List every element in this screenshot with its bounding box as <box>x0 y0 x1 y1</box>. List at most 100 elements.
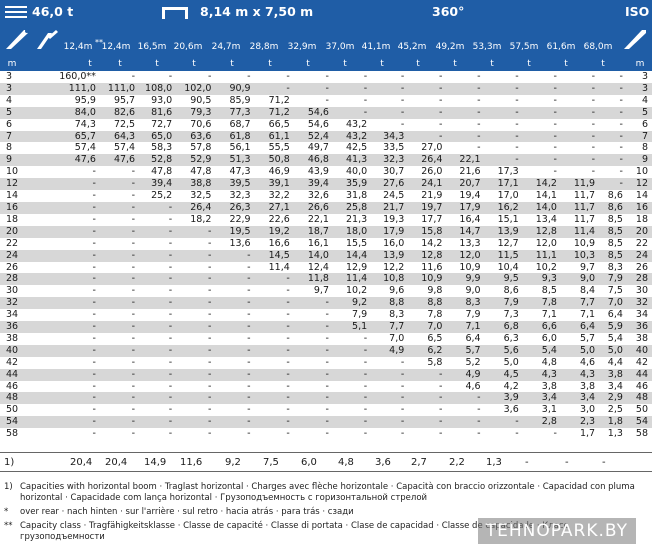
capacity-cell: - <box>92 261 96 273</box>
footer-value: 4,8 <box>338 457 354 468</box>
capacity-cell: - <box>247 71 251 82</box>
footnote: ** Capacity class · Tragfähigkeitsklasse … <box>4 521 644 543</box>
capacity-cell: - <box>168 356 173 368</box>
footer-value: - <box>602 457 606 468</box>
capacity-cell: - <box>553 71 557 82</box>
capacity-cell: 26,3 <box>211 201 251 214</box>
capacity-cell: - <box>400 94 405 106</box>
capacity-cell: - <box>328 416 368 429</box>
boom-length: 68,0m <box>583 42 613 52</box>
capacity-cell: 10,8 <box>367 273 405 286</box>
capacity-cell: 5,7 <box>442 344 481 357</box>
capacity-cell: 12,2 <box>383 261 405 273</box>
capacity-cell: - <box>363 404 368 416</box>
capacity-cell: - <box>367 368 405 381</box>
capacity-unit: t <box>416 59 420 69</box>
capacity-cell: 6,3 <box>503 332 519 344</box>
radius-cell-right: 10 <box>635 166 648 178</box>
capacity-cell: - <box>289 392 329 405</box>
capacity-cell: 61,1 <box>250 130 290 143</box>
capacity-cell: - <box>556 130 596 143</box>
radius-cell: 32 <box>0 297 27 310</box>
capacity-cell: 3,8 <box>595 368 623 381</box>
capacity-cell: 5,6 <box>480 344 519 357</box>
capacity-cell: - <box>518 130 557 143</box>
capacity-cell: 111,0 <box>26 82 96 95</box>
capacity-cell: 22,6 <box>268 213 290 225</box>
capacity-cell: 57,8 <box>190 142 212 154</box>
capacity-cell: - <box>515 71 519 82</box>
capacity-cell: - <box>480 130 519 143</box>
capacity-cell: - <box>135 368 173 381</box>
capacity-cell: 6,4 <box>556 321 596 333</box>
capacity-cell: 19,5 <box>211 225 251 238</box>
capacity-cell: 9,6 <box>389 285 405 297</box>
capacity-cell: 46,9 <box>268 166 290 178</box>
capacity-cell: - <box>477 428 481 440</box>
capacity-cell: 71,2 <box>250 106 290 119</box>
capacity-cell: - <box>135 392 173 405</box>
capacity-cell: - <box>286 356 290 368</box>
capacity-cell: - <box>26 273 96 286</box>
capacity-cell: - <box>363 94 368 106</box>
capacity-cell: - <box>515 94 519 106</box>
footer-value: 3,6 <box>375 457 391 468</box>
capacity-cell: 5,0 <box>595 344 623 357</box>
capacity-cell: - <box>92 332 96 344</box>
capacity-cell: 7,7 <box>556 297 596 310</box>
capacity-cell: - <box>289 297 329 310</box>
capacity-cell: - <box>328 368 368 381</box>
footnotes: 1) Capacities with horizontal boom · Trag… <box>4 482 644 543</box>
footnote-text: over rear · nach hinten · sur l'arrière … <box>20 507 354 517</box>
capacity-cell: - <box>480 416 519 429</box>
radius-cell: 22 <box>6 237 19 249</box>
capacity-cell: - <box>135 249 173 262</box>
capacity-cell: - <box>515 142 519 154</box>
capacity-cell: - <box>92 166 96 178</box>
capacity-cell: - <box>250 344 290 357</box>
capacity-cell: - <box>438 71 443 82</box>
capacity-cell: - <box>477 142 481 154</box>
radius-cell-right: 14 <box>635 190 648 202</box>
radius-cell-right: 20 <box>622 225 652 238</box>
capacity-cell: 8,5 <box>541 285 557 297</box>
capacity-cell: 8,5 <box>607 237 623 249</box>
counterweight-value: 46,0 t <box>32 4 74 19</box>
capacity-cell: - <box>168 428 173 440</box>
capacity-unit: t <box>453 59 457 69</box>
radius-cell-right: 24 <box>622 249 652 262</box>
capacity-cell: - <box>26 368 96 381</box>
capacity-cell: - <box>207 404 212 416</box>
capacity-cell: 3,1 <box>541 404 557 416</box>
radius-cell-right: 7 <box>622 130 652 143</box>
capacity-cell: - <box>131 190 136 202</box>
capacity-cell: - <box>595 106 623 119</box>
capacity-cell: - <box>325 332 329 344</box>
capacity-cell: - <box>367 392 405 405</box>
capacity-cell: - <box>135 344 173 357</box>
table-row: 40- - - - - - - -4,9 6,2 5,7 5,6 5,4 5,0 5,0 40 <box>0 344 652 357</box>
capacity-cell: 27,6 <box>367 178 405 191</box>
capacity-cell: 12,7 <box>497 237 519 249</box>
capacity-cell: 47,3 <box>229 166 251 178</box>
capacity-cell: - <box>286 71 290 82</box>
capacity-cell: 8,6 <box>595 201 623 214</box>
capacity-cell: 3,6 <box>503 404 519 416</box>
boom-length: 45,2m <box>397 42 427 52</box>
radius-cell-right: 50 <box>635 404 648 416</box>
capacity-cell: - <box>404 416 443 429</box>
capacity-cell: 12,0 <box>442 249 481 262</box>
capacity-cell: 7,9 <box>465 309 481 321</box>
capacity-cell: - <box>92 380 96 392</box>
capacity-cell: - <box>595 82 623 95</box>
table-row: 16- - -26,4 26,3 27,1 26,6 25,8 21,7 19,7 17,9 16,… <box>0 201 652 214</box>
capacity-cell: 11,8 <box>289 273 329 286</box>
capacity-cell: - <box>404 130 443 143</box>
radius-cell-right: 32 <box>622 297 652 310</box>
capacity-cell: - <box>325 428 329 440</box>
capacity-cell: - <box>477 94 481 106</box>
table-row: 3 111,0 111,0 108,0 102,0 90,9- - - - - - - - - -3 <box>0 82 652 95</box>
capacity-cell: 8,5 <box>595 249 623 262</box>
capacity-cell: 55,5 <box>268 142 290 154</box>
capacity-cell: 1,3 <box>607 428 623 440</box>
